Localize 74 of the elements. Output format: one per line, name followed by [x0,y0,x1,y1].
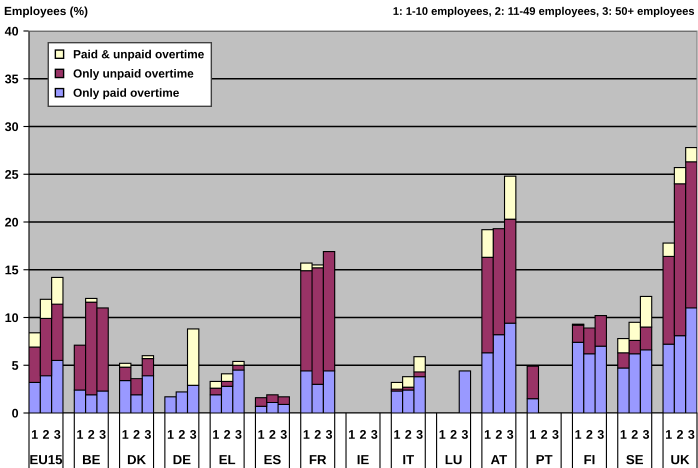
text: AT [490,455,508,464]
x-tick-label: 3 [190,430,196,439]
x-tick-label: 2 [134,430,140,439]
x-tick-label: 3 [552,430,558,439]
x-tick-label: 3 [235,430,242,439]
x-tick-label: 1 [348,430,355,439]
text: FR [310,455,326,464]
x-tick-label: 3 [462,430,468,439]
text: DE [174,455,190,464]
x-tick-label: 1 [77,430,84,439]
x-tick-label: 3 [416,430,423,439]
x-tick-label: 3 [507,430,514,439]
legend-label: Only paid overtime [74,88,179,100]
y-tick-label: 25 [5,170,18,179]
x-tick-label: 1 [666,430,672,439]
legend-label: Paid & unpaid overtime [74,50,204,61]
x-tick-label: 1 [394,430,400,439]
text: 1: 1-10 employees, 2: 11-49 employees, 3: 50+ employees [394,6,694,18]
x-tick-label: 1 [530,430,536,439]
x-tick-label: 2 [178,430,185,439]
text: FI [584,455,594,464]
x-tick-label: 2 [676,430,683,439]
x-tick-label: 2 [496,430,502,439]
y-tick-label: 40 [4,26,18,36]
x-tick-label: 2 [224,430,230,439]
x-tick-label: 3 [326,430,332,439]
x-tick-label: 1 [258,430,264,439]
x-tick-label: 1 [32,430,38,439]
y-tick-label: 35 [4,74,18,84]
x-tick-label: 2 [88,430,94,439]
y-tick-label: 5 [12,361,18,370]
x-tick-label: 2 [42,430,49,439]
x-tick-label: 1 [168,430,174,439]
x-tick-label: 3 [54,430,60,439]
x-tick-label: 2 [586,430,592,439]
y-tick-label: 0 [12,408,18,418]
legend-label: Only unpaid overtime [74,68,194,80]
x-tick-label: 1 [213,430,219,439]
x-tick-label: 1 [484,430,491,439]
x-tick-label: 3 [642,430,650,439]
text: IT [403,455,414,464]
x-tick-label: 2 [632,430,638,439]
x-tick-label: 2 [360,430,366,439]
text: ES [264,454,281,464]
y-tick-label: 10 [5,313,18,322]
x-tick-label: 3 [688,430,694,439]
x-tick-label: 1 [304,430,310,439]
x-tick-label: 3 [280,430,287,439]
x-tick-label: 3 [598,430,604,439]
x-tick-label: 1 [440,430,446,439]
text: IE [358,455,369,464]
text: DK [128,455,146,464]
x-tick-label: 2 [541,430,548,439]
text: LU [446,455,462,464]
text: SE [626,454,644,464]
y-tick-label: 20 [5,218,18,227]
x-tick-label: 2 [269,430,276,439]
text: EL [220,455,236,464]
text: EU15 [30,455,62,464]
text: BE [82,455,100,464]
text: UK [671,455,690,464]
text: PT [536,455,552,464]
x-tick-label: 2 [450,430,457,439]
y-tick-label: 15 [5,266,18,274]
x-tick-label: 2 [314,430,321,439]
x-tick-label: 3 [144,430,151,439]
x-tick-label: 1 [620,430,627,439]
y-tick-label: 30 [4,122,18,132]
y-axis-title: Employees (%) [4,6,88,18]
x-tick-label: 1 [122,430,128,439]
x-tick-label: 3 [99,430,106,439]
x-tick-label: 3 [371,430,378,439]
x-tick-label: 2 [405,430,412,439]
x-tick-label: 1 [575,430,582,439]
